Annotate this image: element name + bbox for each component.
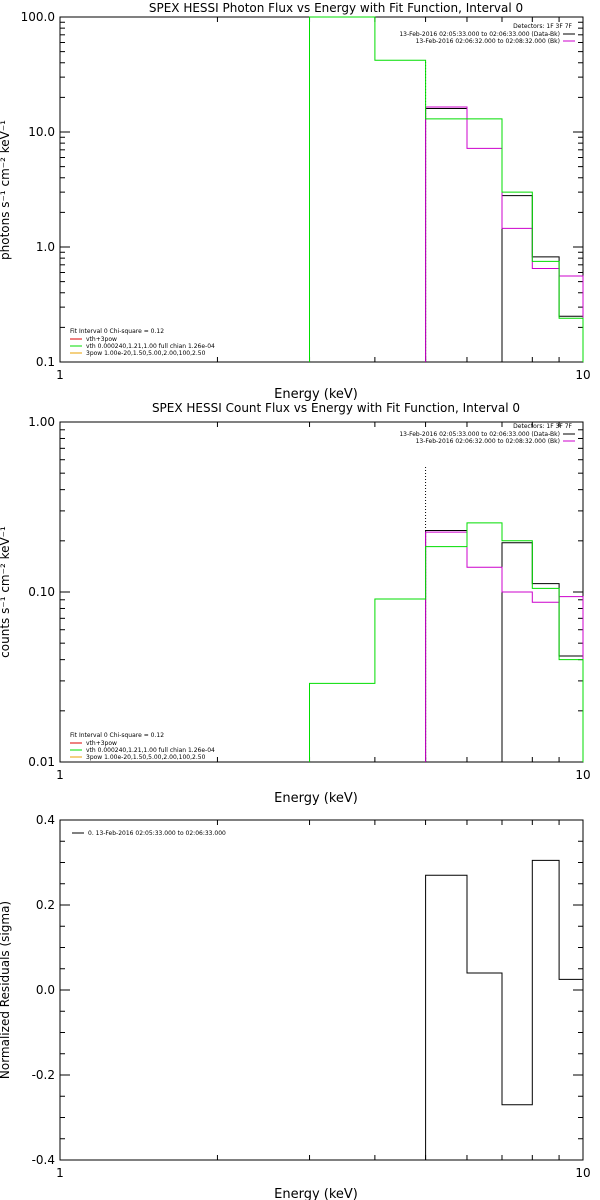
legend-label: vth 0.000240,1.21,1.00 full chian 1.26e-…: [86, 343, 215, 350]
photon-flux-panel: SPEX HESSI Photon Flux vs Energy with Fi…: [0, 1, 575, 402]
data-series-line: [425, 531, 584, 762]
data-series-line: [425, 859, 583, 1160]
y-tick-label: 1.00: [28, 415, 55, 429]
x-tick-label: 1: [56, 768, 64, 782]
data-series-line: [309, 16, 584, 362]
legend-title: Detectors: 1F 3F 7F: [513, 423, 572, 430]
x-axis-label: Energy (keV): [274, 387, 358, 402]
bottom-legend: Fit Interval 0 Chi-square = 0.12 vth+3po…: [70, 328, 215, 357]
plot-area: 1 10 -0.4 -0.2 0.0 0.2 0.4: [32, 813, 591, 1180]
y-tick-label: 1.0: [36, 240, 55, 254]
legend-label: vth+3pow: [86, 740, 117, 747]
top-legend: Detectors: 1F 3F 7F 13-Feb-2016 02:05:33…: [399, 23, 575, 45]
legend-label: vth 0.000240,1.21,1.00 full chian 1.26e-…: [86, 747, 215, 754]
residuals-panel: Energy (keV) Normalized Residuals (sigma…: [0, 830, 358, 1200]
chart-title: SPEX HESSI Photon Flux vs Energy with Fi…: [149, 1, 523, 15]
x-axis-label: Energy (keV): [274, 791, 358, 806]
legend-label: vth+3pow: [86, 336, 117, 343]
y-axis-label: photons s⁻¹ cm⁻² keV⁻¹: [0, 120, 12, 260]
y-tick-label: 0.01: [28, 755, 55, 769]
legend-title: Fit Interval 0 Chi-square = 0.12: [70, 328, 164, 335]
y-axis-label: counts s⁻¹ cm⁻² keV⁻¹: [0, 526, 12, 658]
y-tick-label: -0.2: [32, 1068, 55, 1082]
y-tick-label: 100.0: [21, 10, 55, 24]
plot-area: 1 10 0.01 0.10 1.00: [28, 415, 590, 782]
x-tick-label: 1: [56, 1166, 64, 1180]
top-legend: Detectors: 1F 3F 7F 13-Feb-2016 02:05:33…: [399, 423, 575, 445]
count-flux-panel: SPEX HESSI Count Flux vs Energy with Fit…: [0, 401, 575, 806]
y-tick-label: -0.4: [32, 1153, 55, 1167]
legend-title: Detectors: 1F 3F 7F: [513, 23, 572, 30]
plot-area: 1 10 0.1 1.0 10.0 100.0: [21, 10, 591, 382]
y-axis-label: Normalized Residuals (sigma): [0, 901, 12, 1079]
legend-label: 3pow 1.00e-20,1.50,5.00,2.00,100,2.50: [86, 754, 206, 761]
x-axis-label: Energy (keV): [274, 1187, 358, 1200]
x-tick-label: 1: [56, 368, 64, 382]
data-series-line: [309, 522, 584, 762]
legend-label: 0. 13-Feb-2016 02:05:33.000 to 02:06:33.…: [88, 830, 226, 837]
legend-label: 13-Feb-2016 02:06:32.000 to 02:08:32.000…: [416, 38, 560, 45]
y-tick-label: 10.0: [28, 125, 55, 139]
x-tick-label: 10: [575, 1166, 590, 1180]
data-series-line: [425, 106, 584, 362]
x-tick-label: 10: [575, 368, 590, 382]
bottom-legend: Fit Interval 0 Chi-square = 0.12 vth+3po…: [70, 732, 215, 761]
legend-label: 3pow 1.00e-20,1.50,5.00,2.00,100,2.50: [86, 350, 206, 357]
y-tick-label: 0.1: [36, 355, 55, 369]
legend-title: Fit Interval 0 Chi-square = 0.12: [70, 732, 164, 739]
legend-label: 13-Feb-2016 02:05:33.000 to 02:06:33.000…: [399, 431, 560, 438]
data-series-line: [501, 195, 584, 362]
data-series-line: [501, 542, 584, 762]
legend-label: 13-Feb-2016 02:05:33.000 to 02:06:33.000…: [399, 31, 560, 38]
y-tick-label: 0.4: [36, 813, 55, 827]
residuals-legend: 0. 13-Feb-2016 02:05:33.000 to 02:06:33.…: [72, 830, 226, 837]
legend-label: 13-Feb-2016 02:06:32.000 to 02:08:32.000…: [416, 438, 560, 445]
y-tick-label: 0.10: [28, 585, 55, 599]
y-tick-label: 0.2: [36, 898, 55, 912]
x-tick-label: 10: [575, 768, 590, 782]
chart-title: SPEX HESSI Count Flux vs Energy with Fit…: [152, 401, 520, 415]
y-tick-label: 0.0: [36, 983, 55, 997]
